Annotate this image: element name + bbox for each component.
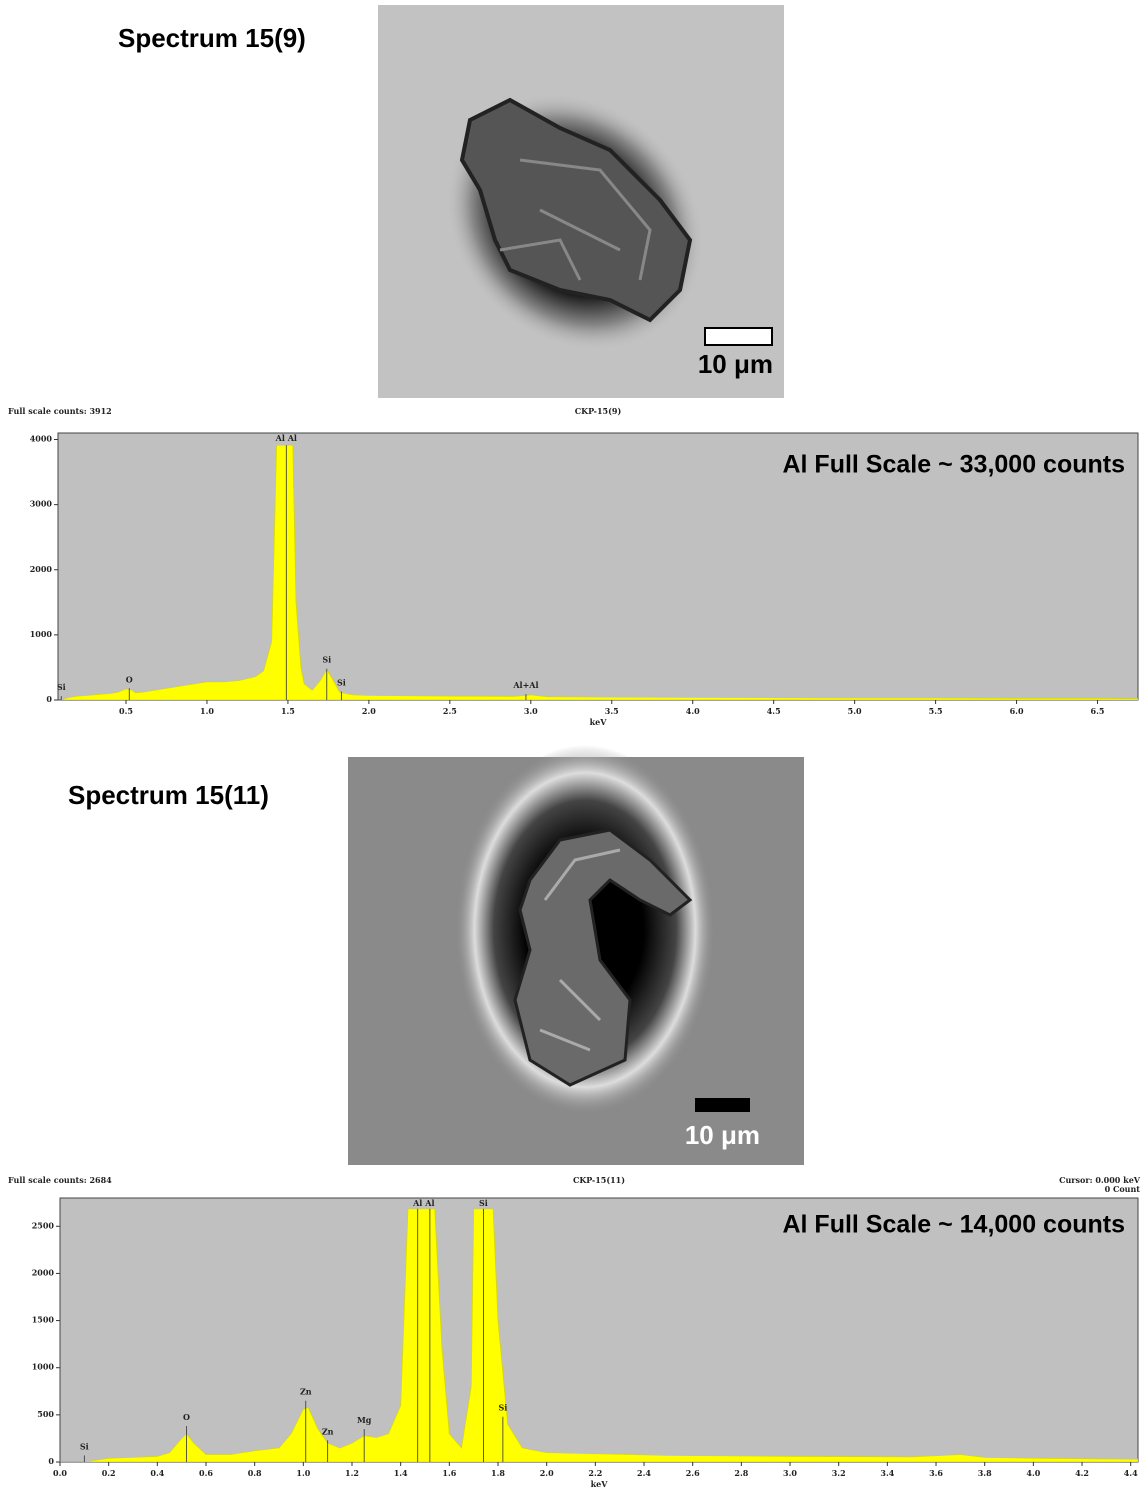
peak-label: Si: [498, 1403, 507, 1413]
sem-image: [348, 745, 804, 1165]
peak-label: Si: [322, 655, 331, 665]
peak-label: O: [126, 674, 133, 684]
x-tick-label: 0.0: [53, 1468, 67, 1478]
x-tick-label: 6.5: [1091, 706, 1105, 716]
y-tick-label: 4000: [30, 434, 53, 444]
annotation: Al Full Scale ~ 14,000 counts: [782, 1211, 1125, 1239]
y-tick-label: 0: [46, 694, 52, 704]
full-scale-label: Full scale counts: 2684: [8, 1175, 112, 1185]
x-tick-label: 3.0: [783, 1468, 797, 1478]
x-tick-label: 4.0: [686, 706, 700, 716]
spectrum-area: [61, 444, 1138, 700]
x-tick-label: 3.6: [929, 1468, 943, 1478]
x-tick-label: 1.0: [200, 706, 214, 716]
peak-label: Si: [479, 1198, 488, 1208]
x-tick-label: 4.4: [1124, 1468, 1138, 1478]
x-tick-label: 0.4: [150, 1468, 164, 1478]
peak-label: Mg: [357, 1415, 372, 1425]
x-tick-label: 2.6: [686, 1468, 700, 1478]
x-tick-label: 5.5: [929, 706, 943, 716]
y-tick-label: 1000: [32, 1362, 55, 1372]
y-tick-label: 500: [37, 1409, 54, 1419]
scale-bar-label: 10 μm: [685, 1120, 760, 1150]
x-tick-label: 2.5: [443, 706, 457, 716]
x-tick-label: 1.8: [491, 1468, 505, 1478]
spectrum-area: [60, 1208, 1138, 1462]
x-tick-label: 6.0: [1010, 706, 1024, 716]
cursor-label: Cursor: 0.000 keV: [1059, 1175, 1141, 1185]
peak-label: Al: [424, 1198, 434, 1208]
peak-label: Si: [80, 1441, 89, 1451]
x-tick-label: 4.2: [1075, 1468, 1089, 1478]
x-tick-label: 1.4: [394, 1468, 408, 1478]
plot-area: [57, 432, 1139, 701]
spectrum-title: CKP-15(9): [575, 406, 622, 416]
x-tick-label: 0.2: [102, 1468, 116, 1478]
x-tick-label: 1.5: [281, 706, 295, 716]
plot-area: [59, 1197, 1139, 1463]
peak-label: O: [183, 1412, 190, 1422]
annotation: Al Full Scale ~ 33,000 counts: [782, 451, 1125, 479]
x-tick-label: 0.5: [119, 706, 133, 716]
x-axis-label: keV: [590, 717, 608, 727]
y-tick-label: 1000: [30, 629, 53, 639]
sem-image: [378, 5, 784, 398]
y-tick-label: 2000: [32, 1267, 55, 1277]
peak-label: Si: [337, 678, 346, 688]
y-tick-label: 2000: [30, 564, 53, 574]
x-tick-label: 2.0: [362, 706, 376, 716]
peak-label: Zn: [322, 1426, 334, 1436]
x-tick-label: 3.4: [880, 1468, 894, 1478]
x-tick-label: 1.0: [296, 1468, 310, 1478]
peak-label: Zn: [300, 1387, 312, 1397]
x-tick-label: 0.8: [248, 1468, 262, 1478]
peak-label: Si: [57, 682, 66, 692]
x-tick-label: 3.8: [978, 1468, 992, 1478]
y-tick-label: 2500: [32, 1220, 55, 1230]
x-tick-label: 0.6: [199, 1468, 213, 1478]
x-tick-label: 4.0: [1026, 1468, 1040, 1478]
y-tick-label: 0: [48, 1456, 54, 1466]
x-tick-label: 1.6: [442, 1468, 456, 1478]
x-tick-label: 2.8: [734, 1468, 748, 1478]
y-tick-label: 3000: [30, 499, 53, 509]
x-tick-label: 2.2: [588, 1468, 602, 1478]
x-tick-label: 2.0: [540, 1468, 554, 1478]
peak-label: Al Al: [275, 433, 297, 443]
x-tick-label: 2.4: [637, 1468, 651, 1478]
scale-bar-label: 10 μm: [698, 349, 773, 379]
full-scale-label: Full scale counts: 3912: [8, 406, 112, 416]
x-tick-label: 3.2: [832, 1468, 846, 1478]
panel-title: Spectrum 15(11): [68, 780, 269, 810]
peak-label: Al+Al: [512, 680, 538, 690]
x-tick-label: 3.0: [524, 706, 538, 716]
x-tick-label: 4.5: [767, 706, 781, 716]
panel-title: Spectrum 15(9): [118, 23, 306, 53]
y-tick-label: 1500: [32, 1315, 55, 1325]
x-tick-label: 3.5: [605, 706, 619, 716]
peak-label: Al: [412, 1198, 422, 1208]
cursor-counts: 0 Count: [1105, 1184, 1141, 1194]
x-tick-label: 5.0: [848, 706, 862, 716]
spectrum-title: CKP-15(11): [573, 1175, 625, 1185]
x-axis-label: keV: [591, 1479, 609, 1489]
x-tick-label: 1.2: [345, 1468, 359, 1478]
